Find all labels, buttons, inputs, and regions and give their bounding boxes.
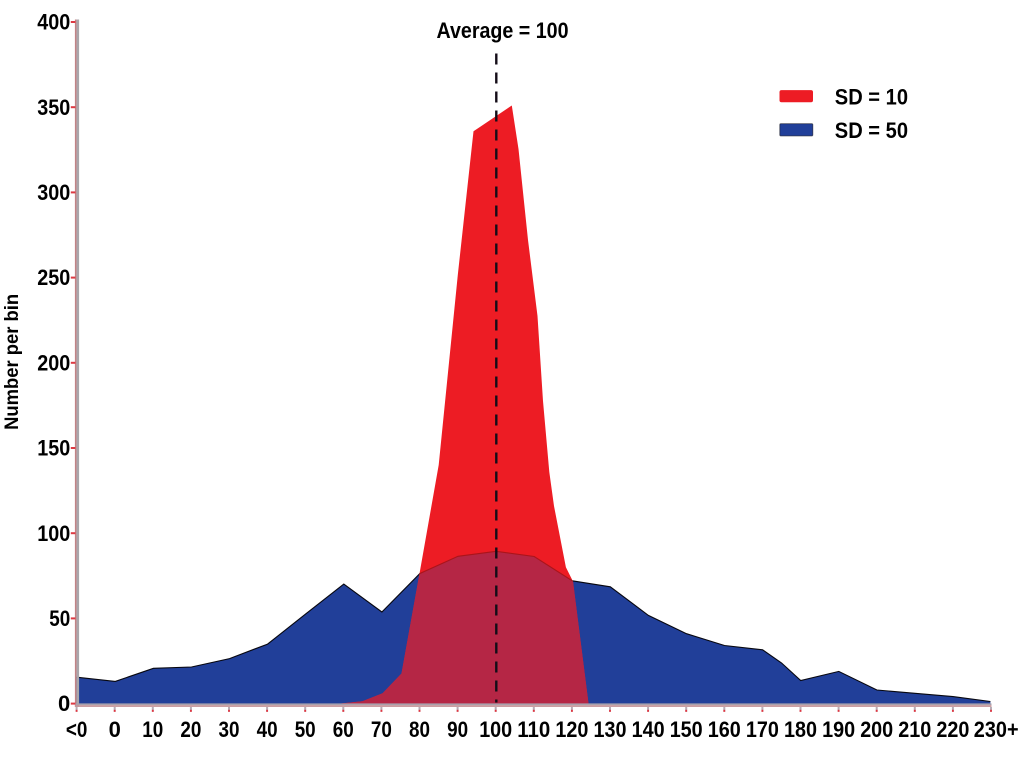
svg-text:100: 100 — [37, 521, 70, 546]
svg-text:0: 0 — [109, 717, 121, 742]
svg-text:250: 250 — [37, 265, 70, 290]
svg-text:SD = 10: SD = 10 — [835, 84, 908, 109]
svg-text:Average = 100: Average = 100 — [437, 18, 569, 43]
svg-text:140: 140 — [632, 717, 665, 742]
svg-text:230+: 230+ — [974, 717, 1019, 742]
svg-text:90: 90 — [447, 717, 468, 742]
svg-text:120: 120 — [555, 717, 588, 742]
svg-text:10: 10 — [142, 717, 163, 742]
svg-text:110: 110 — [517, 717, 550, 742]
svg-text:60: 60 — [333, 717, 354, 742]
svg-text:350: 350 — [37, 95, 70, 120]
svg-text:190: 190 — [822, 717, 855, 742]
svg-text:20: 20 — [180, 717, 201, 742]
svg-text:300: 300 — [37, 180, 70, 205]
svg-text:210: 210 — [898, 717, 931, 742]
svg-text:220: 220 — [936, 717, 969, 742]
svg-text:200: 200 — [860, 717, 893, 742]
svg-text:70: 70 — [371, 717, 392, 742]
svg-text:80: 80 — [409, 717, 430, 742]
svg-text:0: 0 — [58, 691, 70, 716]
svg-text:150: 150 — [37, 436, 70, 461]
svg-text:130: 130 — [594, 717, 627, 742]
svg-text:400: 400 — [37, 10, 70, 35]
svg-text:SD = 50: SD = 50 — [835, 118, 908, 143]
svg-text:160: 160 — [708, 717, 741, 742]
svg-text:200: 200 — [37, 350, 70, 375]
svg-text:170: 170 — [746, 717, 779, 742]
svg-text:50: 50 — [49, 606, 70, 631]
svg-text:40: 40 — [257, 717, 278, 742]
svg-text:100: 100 — [479, 717, 512, 742]
svg-text:<0: <0 — [66, 717, 88, 742]
svg-text:Number per bin: Number per bin — [2, 294, 23, 430]
svg-text:30: 30 — [219, 717, 240, 742]
svg-text:180: 180 — [784, 717, 817, 742]
svg-text:50: 50 — [295, 717, 316, 742]
svg-text:150: 150 — [670, 717, 703, 742]
